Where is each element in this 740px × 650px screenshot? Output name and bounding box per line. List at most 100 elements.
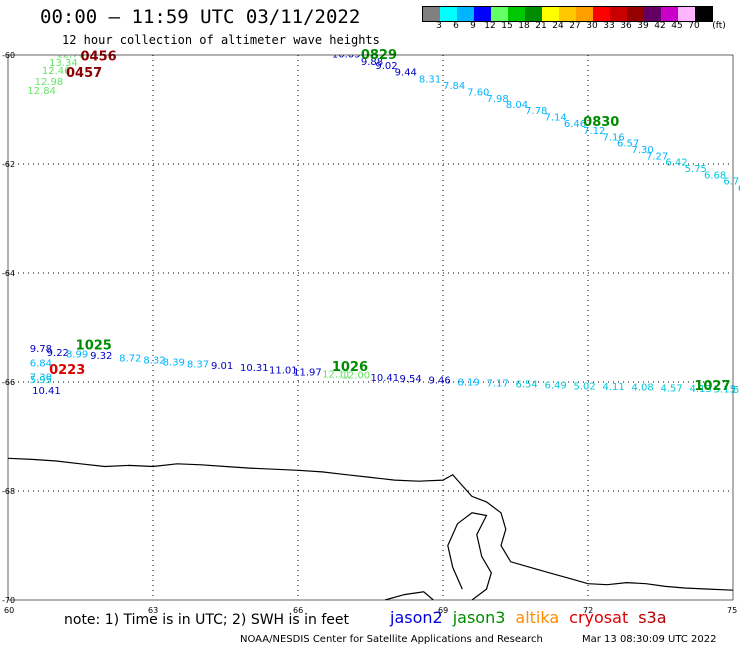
swh-value-label: 10.41	[32, 386, 61, 397]
map-subtitle: 12 hour collection of altimeter wave hei…	[62, 33, 380, 47]
pass-time-label: 1026	[332, 360, 368, 375]
legend-tick-label: 9	[470, 21, 476, 31]
swh-value-label: 9.44	[395, 68, 417, 79]
swh-value-label: 12.84	[27, 86, 56, 97]
pass-time-label: 0830	[583, 115, 619, 130]
swh-value-label: 11.97	[293, 367, 322, 378]
lat-tick-label: -62	[2, 160, 15, 169]
legend-tick-label: 6	[453, 21, 459, 31]
swh-value-label: 8.99	[66, 349, 88, 360]
pass-time-label: 0223	[49, 363, 85, 378]
lat-tick-label: -66	[2, 378, 15, 387]
legend-unit-label: (ft)	[712, 21, 726, 31]
legend-tick-label: 15	[501, 21, 513, 31]
swh-value-label: 4.08	[632, 383, 654, 394]
legend-tick-label: 33	[603, 21, 615, 31]
pass-time-label: 0456	[81, 49, 117, 64]
swh-value-label: 6.84	[30, 359, 52, 370]
swh-value-label: 6.49	[545, 381, 567, 392]
legend-swatch	[644, 7, 661, 21]
swh-value-label: 10.05	[332, 50, 361, 61]
legend-swatch	[508, 7, 525, 21]
legend-swatch	[593, 7, 610, 21]
map-title: 00:00 – 11:59 UTC 03/11/2022	[40, 6, 361, 28]
swh-value-label: 6.54	[516, 379, 538, 390]
swh-value-label: 9.02	[375, 61, 397, 72]
satellite-legend: jason2 jason3 altika cryosat s3a	[390, 608, 677, 627]
swh-value-label: 9.88	[361, 57, 383, 68]
swh-value-label: 9.54	[400, 374, 422, 385]
lon-tick-label: 63	[148, 606, 158, 615]
legend-tick-label: 70	[688, 21, 700, 31]
swh-value-label: 7.27	[646, 152, 668, 163]
swh-value-label: 7.98	[487, 94, 509, 105]
swh-value-label: 7.16	[603, 133, 625, 144]
pass-time-label: 1025	[76, 338, 112, 353]
swh-value-label: 9.46	[429, 376, 451, 387]
legend-tick-label: 45	[671, 21, 683, 31]
footer-credit: NOAA/NESDIS Center for Satellite Applica…	[240, 634, 543, 645]
lon-tick-label: 66	[293, 606, 303, 615]
legend-tick-label: 27	[569, 21, 581, 31]
legend-swatch	[542, 7, 559, 21]
legend-tick-label: 39	[637, 21, 649, 31]
swh-value-label: 9.22	[47, 348, 69, 359]
satellite-legend-s3a: s3a	[638, 608, 667, 627]
legend-swatch	[491, 7, 508, 21]
legend-swatch	[474, 7, 491, 21]
legend-swatch	[440, 7, 457, 21]
pass-time-label: 0457	[66, 66, 102, 81]
lat-tick-label: -68	[2, 487, 15, 496]
swh-value-label: 8.37	[187, 359, 209, 370]
swh-value-label: 5.15	[714, 384, 736, 395]
swh-value-label: 9.01	[211, 361, 233, 372]
color-scale-labels: 3 6 9 12 15 18 21 24 27 30 33 36 39 42 45 70 (ft)	[422, 21, 740, 33]
legend-swatch	[457, 7, 474, 21]
swh-value-label: 12.70	[56, 50, 85, 61]
swh-value-label: 6.18	[738, 183, 740, 194]
swh-value-label: 6.68	[704, 171, 726, 182]
legend-tick-label: 30	[586, 21, 598, 31]
pass-time-label: 0829	[361, 48, 397, 63]
swh-value-label: 9.32	[90, 351, 112, 362]
legend-swatch	[627, 7, 644, 21]
swh-value-label: 8.39	[163, 358, 185, 369]
legend-swatch	[678, 7, 695, 21]
swh-value-label: 5.74	[733, 385, 740, 396]
legend-swatch	[525, 7, 542, 21]
legend-tick-label: 18	[518, 21, 530, 31]
lon-tick-label: 72	[583, 606, 593, 615]
swh-value-label: 7.30	[632, 145, 654, 156]
swh-value-label: 6.42	[665, 158, 687, 169]
swh-value-label: 7.12	[583, 126, 605, 137]
swh-value-label: 7.30	[30, 372, 52, 383]
swh-value-label: 9.78	[30, 344, 52, 355]
swh-value-label: 8.31	[419, 74, 441, 85]
swh-value-label: 12.11	[322, 370, 351, 381]
swh-value-label: 5.95	[30, 375, 52, 386]
swh-value-label: 12.00	[342, 371, 371, 382]
swh-value-label: 6.70	[723, 177, 740, 188]
swh-value-label: 12.46	[42, 66, 71, 77]
swh-value-label: 10.31	[240, 363, 269, 374]
satellite-legend-jason3: jason3	[452, 608, 506, 627]
swh-value-label: 4.57	[661, 383, 683, 394]
swh-value-label: 8.32	[143, 355, 165, 366]
swh-value-label: 12.98	[35, 77, 64, 88]
lon-tick-label: 75	[727, 606, 737, 615]
swh-value-label: 5.75	[685, 164, 707, 175]
swh-value-label: 8.04	[506, 100, 528, 111]
lon-tick-label: 60	[4, 606, 14, 615]
legend-tick-label: 21	[535, 21, 547, 31]
legend-swatch	[661, 7, 678, 21]
satellite-legend-altika: altika	[515, 608, 560, 627]
pass-time-label: 1027	[694, 379, 730, 394]
swh-value-label: 8.72	[119, 353, 141, 364]
swh-value-label: 7.60	[467, 87, 489, 98]
swh-value-label: 13.34	[49, 58, 78, 69]
swh-value-label: 7.84	[443, 81, 465, 92]
swh-value-label: 4.11	[603, 382, 625, 393]
swh-value-label: 6.46	[564, 119, 586, 130]
coastline-inlet	[447, 512, 492, 600]
